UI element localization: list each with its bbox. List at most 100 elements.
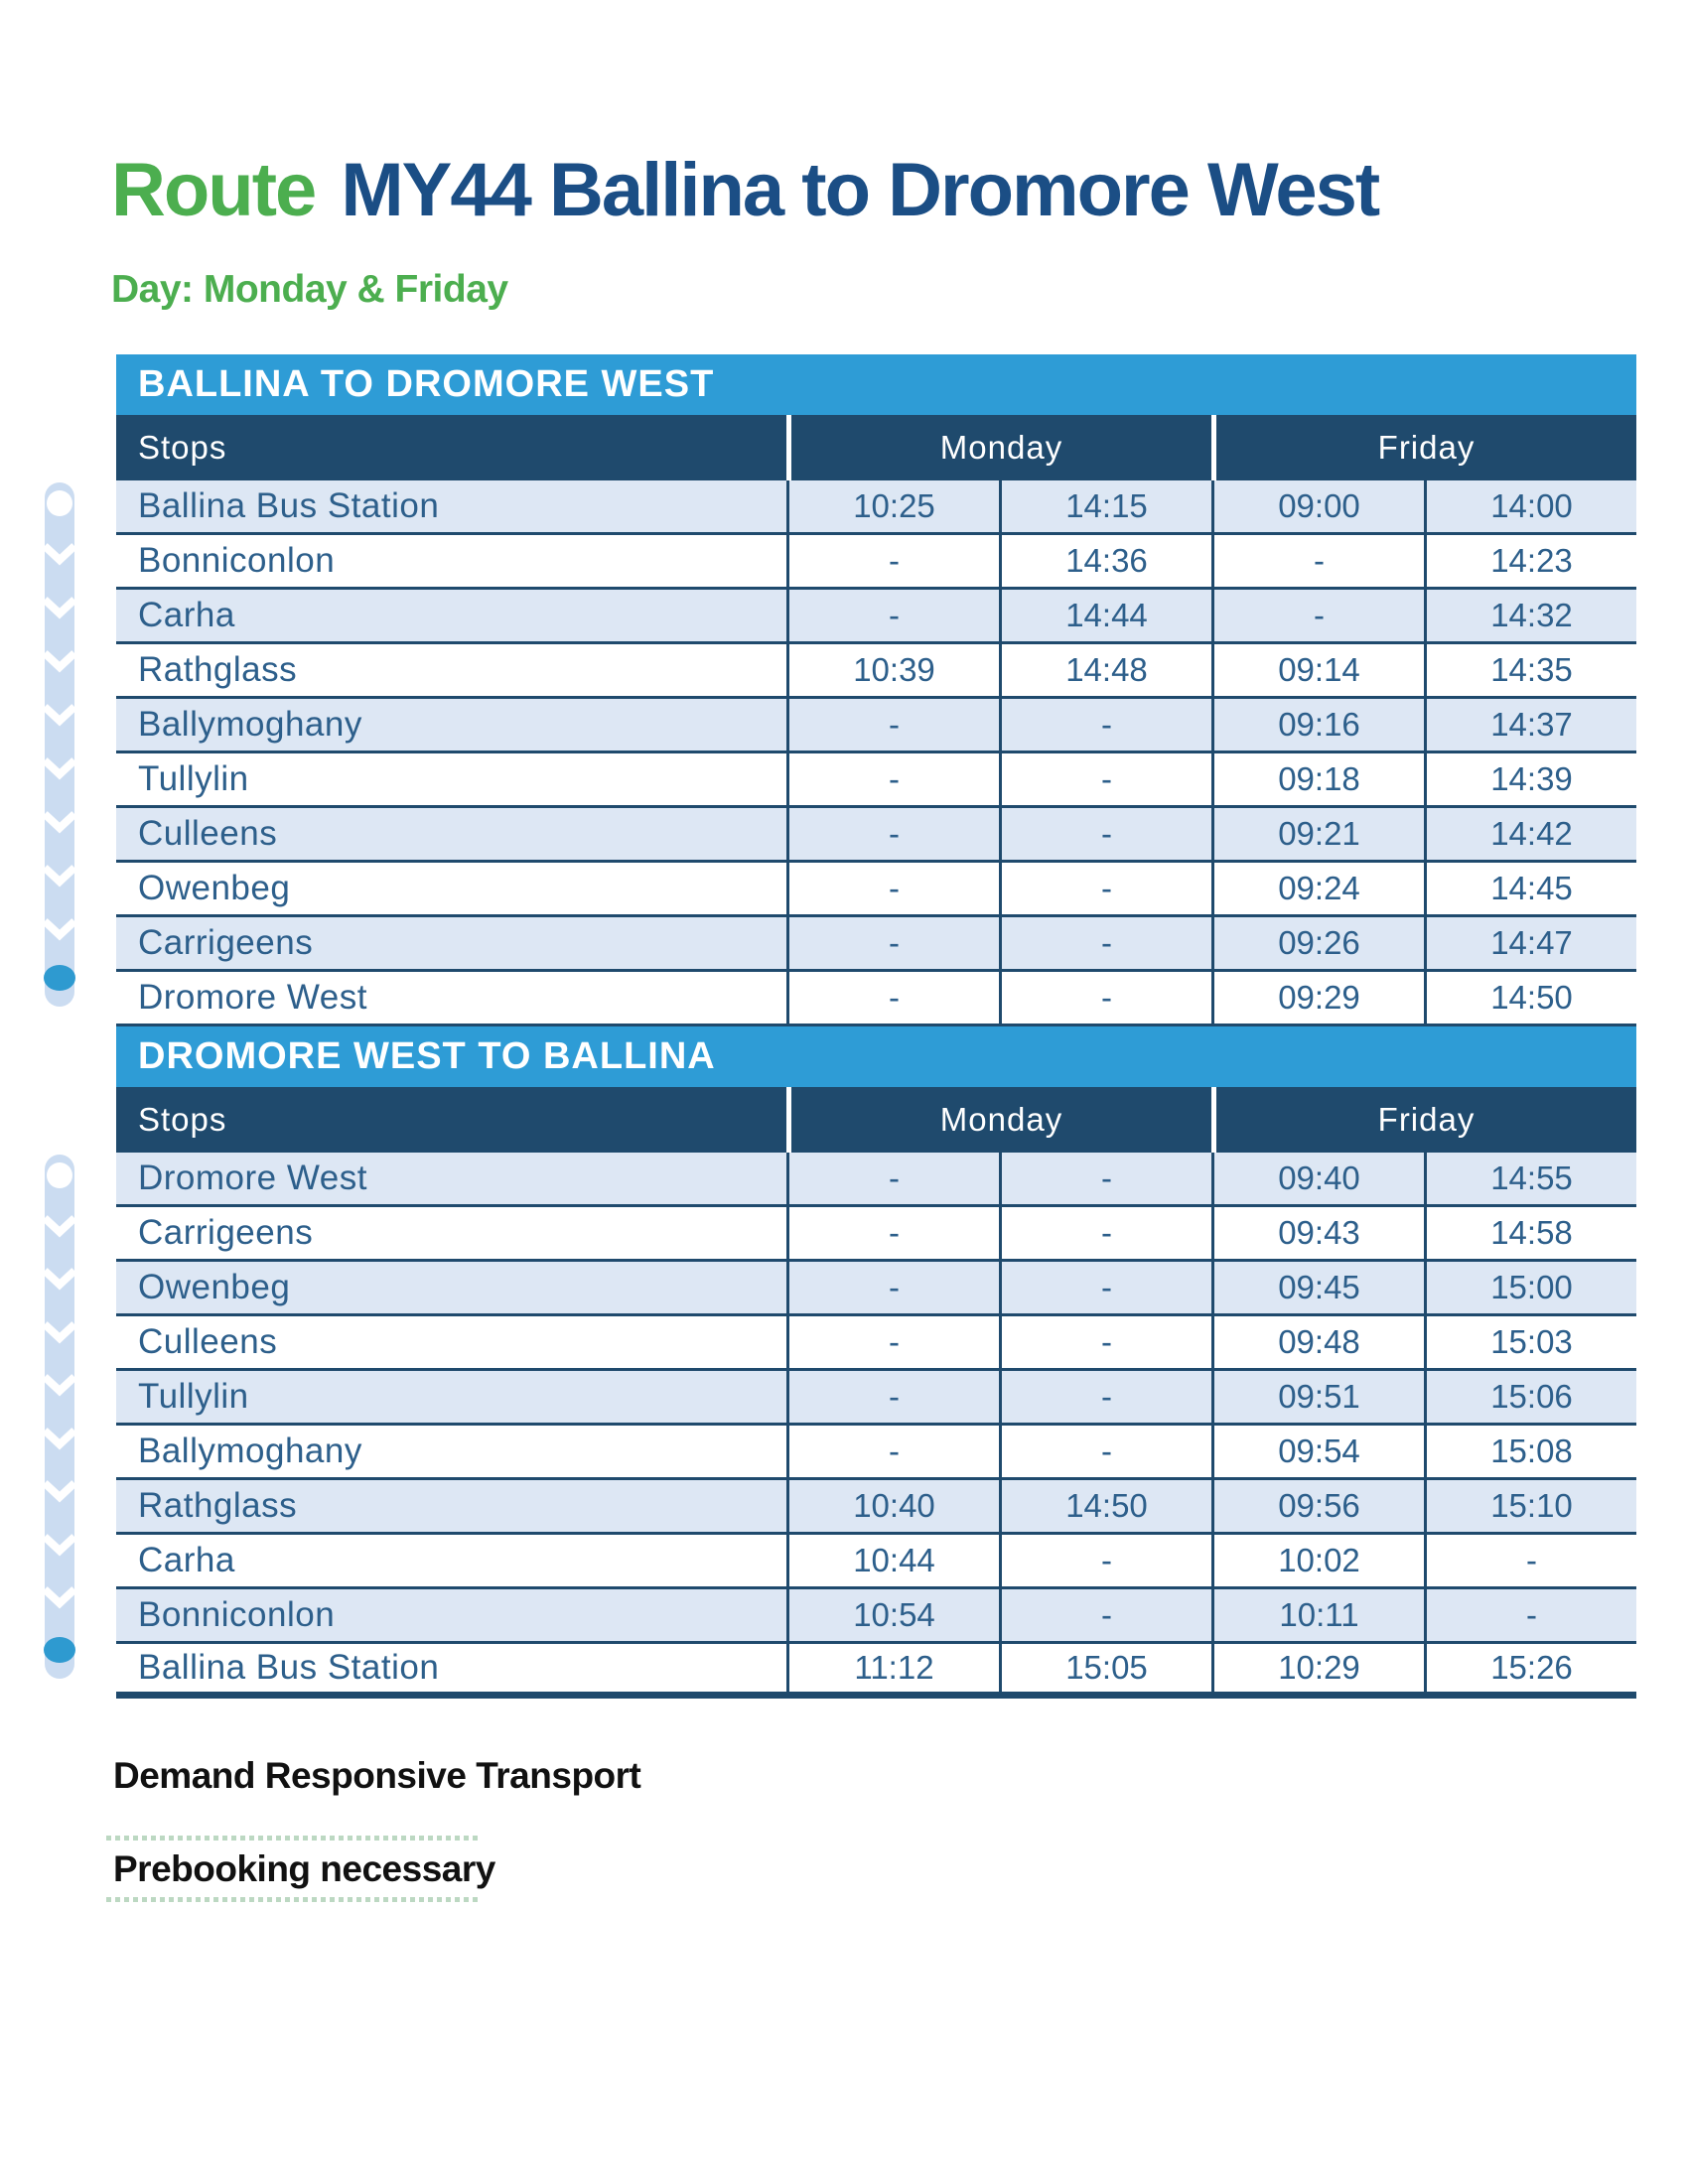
table-row: Ballymoghany - -09:54 15:08 [116,1426,1636,1480]
stop-name-cell: Carrigeens [138,923,314,962]
time-cell: - [786,1207,999,1259]
time-cell: 15:06 [1424,1371,1636,1423]
time-cell: 10:40 [786,1480,999,1532]
time-cell: - [999,1262,1211,1313]
time-cell: 14:00 [1424,480,1636,532]
stop-name-cell: Ballymoghany [138,705,362,744]
time-cell: 09:40 [1211,1153,1424,1204]
time-cell: 15:26 [1424,1644,1636,1692]
day-subtitle: Day: Monday & Friday [111,268,508,311]
stop-name-cell: Tullylin [138,759,249,798]
stop-name-cell: Rathglass [138,1486,298,1525]
stop-name-cell: Carrigeens [138,1213,314,1252]
timetable-outbound: BALLINA TO DROMORE WEST Stops Monday Fri… [116,354,1636,1026]
stop-name-cell: Bonniconlon [138,541,336,580]
timetables: BALLINA TO DROMORE WEST Stops Monday Fri… [116,354,1636,1699]
stops-column-header: Stops [138,1101,227,1138]
time-cell: 14:36 [999,535,1211,587]
time-cell: - [999,972,1211,1024]
chevron-down-icons [42,543,77,941]
stop-name-cell: Dromore West [138,1159,367,1197]
time-cell: - [1424,1535,1636,1586]
time-cell: 09:48 [1211,1316,1424,1368]
column-header-row: Stops Monday Friday [116,1087,1636,1153]
time-cell: 14:23 [1424,535,1636,587]
table-row: Rathglass 10:39 14:48 09:14 14:35 [116,644,1636,699]
time-cell: 09:54 [1211,1426,1424,1477]
route-name: MY44 Ballina to Dromore West [341,148,1380,232]
time-cell: 09:43 [1211,1207,1424,1259]
time-cell: 10:29 [1211,1644,1424,1692]
time-cell: - [999,917,1211,969]
destination-dot-icon [44,1637,75,1663]
time-cell: - [786,1426,999,1477]
stop-name-cell: Owenbeg [138,1268,291,1306]
time-cell: - [1211,535,1424,587]
friday-column-header: Friday [1211,1087,1636,1153]
time-cell: - [999,1153,1211,1204]
time-cell: 14:42 [1424,808,1636,860]
table-row: Bonniconlon -14:36-14:23 [116,535,1636,590]
table-row: Carha 10:44-10:02- [116,1535,1636,1589]
time-cell: 09:29 [1211,972,1424,1024]
time-cell: 14:55 [1424,1153,1636,1204]
time-cell: - [999,1589,1211,1641]
time-cell: - [999,1316,1211,1368]
time-cell: 09:26 [1211,917,1424,969]
time-cell: - [1424,1589,1636,1641]
table-row: Ballina Bus Station 11:12 15:05 10:29 15:26 [116,1644,1636,1699]
time-cell: 14:50 [999,1480,1211,1532]
stop-name-cell: Ballina Bus Station [138,486,440,525]
table-row: Bonniconlon 10:54-10:11- [116,1589,1636,1644]
table-row: Rathglass 10:40 14:50 09:56 15:10 [116,1480,1636,1535]
time-cell: 14:32 [1424,590,1636,641]
time-cell: - [786,1316,999,1368]
time-cell: 10:02 [1211,1535,1424,1586]
monday-column-header: Monday [786,415,1211,480]
time-cell: - [999,699,1211,751]
time-cell: - [786,917,999,969]
table-row: Dromore West - -09:29 14:50 [116,972,1636,1026]
time-cell: 09:21 [1211,808,1424,860]
time-cell: - [786,535,999,587]
time-cell: 14:35 [1424,644,1636,696]
time-cell: - [786,863,999,914]
time-cell: - [999,1207,1211,1259]
time-cell: 10:11 [1211,1589,1424,1641]
origin-circle-icon [47,1162,72,1188]
route-strip-outbound [42,482,77,1007]
stop-name-cell: Dromore West [138,978,367,1017]
column-header-row: Stops Monday Friday [116,415,1636,480]
time-cell: 14:45 [1424,863,1636,914]
table-row: Culleens - -09:21 14:42 [116,808,1636,863]
route-strip-return [42,1155,77,1679]
timetable-rows: Ballina Bus Station 10:25 14:15 09:00 14:00 B… [116,480,1636,1026]
time-cell: - [786,590,999,641]
destination-dot-icon [44,965,75,991]
stop-name-cell: Rathglass [138,650,298,689]
demand-responsive-transport-note: Demand Responsive Transport [113,1755,641,1796]
route-line-decorations [42,482,77,1679]
time-cell: - [786,808,999,860]
stop-name-cell: Tullylin [138,1377,249,1416]
time-cell: - [786,699,999,751]
time-cell: 14:47 [1424,917,1636,969]
time-cell: - [1211,590,1424,641]
table-row: Tullylin - -09:51 15:06 [116,1371,1636,1426]
prebooking-note: Prebooking necessary [113,1848,495,1889]
time-cell: 09:16 [1211,699,1424,751]
time-cell: 14:39 [1424,753,1636,805]
time-cell: - [786,972,999,1024]
time-cell: 14:50 [1424,972,1636,1024]
table-row: Carrigeens - -09:26 14:47 [116,917,1636,972]
time-cell: 15:00 [1424,1262,1636,1313]
stops-column-header: Stops [138,429,227,466]
time-cell: 11:12 [786,1644,999,1692]
origin-circle-icon [47,490,72,516]
route-label: Route [111,148,317,232]
stop-name-cell: Ballymoghany [138,1432,362,1470]
time-cell: 14:44 [999,590,1211,641]
time-cell: 15:03 [1424,1316,1636,1368]
chevron-down-icons [42,1215,77,1609]
time-cell: 10:54 [786,1589,999,1641]
